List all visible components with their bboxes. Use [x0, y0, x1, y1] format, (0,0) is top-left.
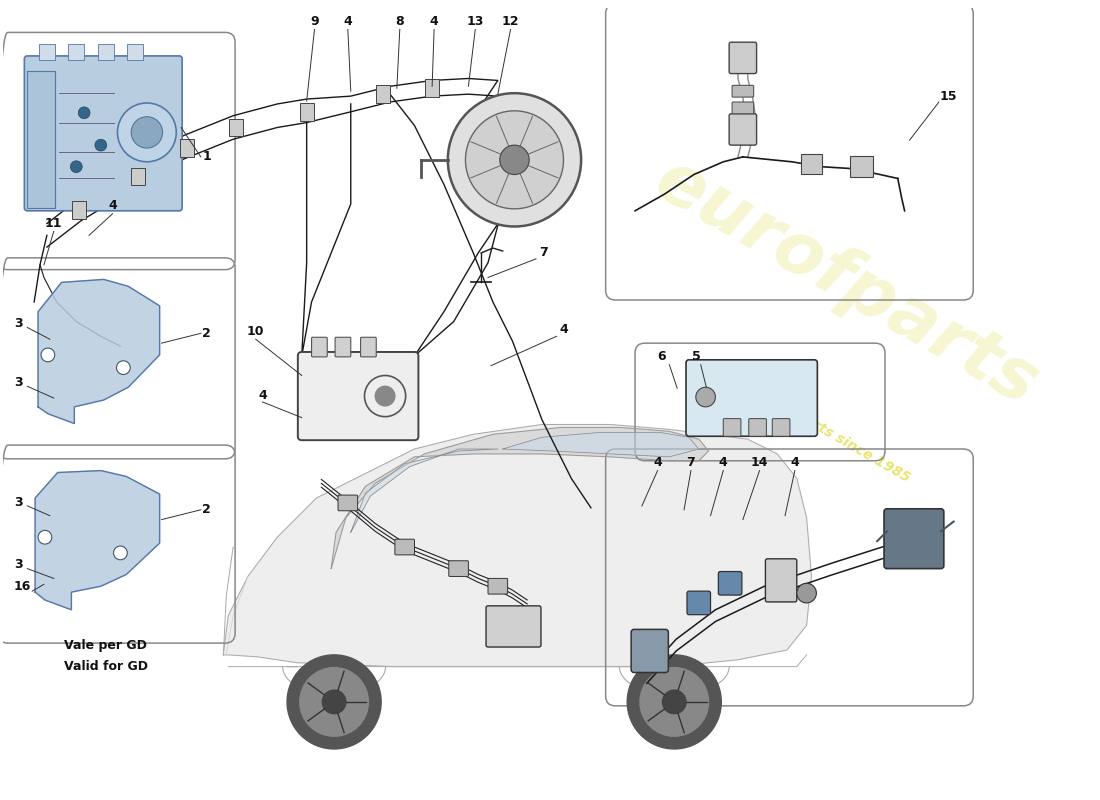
Text: eurofparts: eurofparts [642, 145, 1049, 420]
Text: 1: 1 [202, 150, 211, 163]
FancyBboxPatch shape [749, 418, 767, 436]
Text: 7: 7 [539, 246, 548, 259]
Circle shape [499, 145, 529, 174]
Text: 2: 2 [202, 503, 211, 516]
FancyBboxPatch shape [298, 352, 418, 440]
Circle shape [113, 546, 128, 560]
Text: 10: 10 [246, 325, 264, 338]
Polygon shape [503, 432, 698, 457]
Text: Vale per GD: Vale per GD [64, 638, 146, 651]
FancyBboxPatch shape [729, 42, 757, 74]
Polygon shape [331, 427, 708, 569]
Circle shape [131, 117, 163, 148]
Polygon shape [28, 70, 55, 208]
Text: 3: 3 [14, 376, 23, 389]
Text: 11: 11 [45, 217, 63, 230]
Polygon shape [351, 449, 498, 532]
FancyBboxPatch shape [849, 156, 873, 178]
Circle shape [465, 111, 563, 209]
FancyBboxPatch shape [361, 338, 376, 357]
Text: 9: 9 [310, 15, 319, 28]
FancyBboxPatch shape [884, 509, 944, 569]
FancyBboxPatch shape [24, 56, 183, 211]
Polygon shape [35, 470, 160, 610]
FancyBboxPatch shape [128, 44, 143, 60]
FancyBboxPatch shape [766, 559, 796, 602]
Circle shape [287, 655, 382, 749]
FancyBboxPatch shape [311, 338, 327, 357]
Text: 8: 8 [396, 15, 404, 28]
FancyBboxPatch shape [336, 338, 351, 357]
Text: a passion for parts since 1985: a passion for parts since 1985 [701, 354, 912, 485]
Circle shape [696, 387, 715, 407]
FancyBboxPatch shape [426, 79, 439, 97]
Text: 4: 4 [791, 456, 800, 470]
FancyBboxPatch shape [729, 114, 757, 145]
Circle shape [300, 668, 368, 736]
FancyBboxPatch shape [718, 571, 741, 595]
Text: 2: 2 [202, 327, 211, 340]
FancyBboxPatch shape [772, 418, 790, 436]
Text: Valid for GD: Valid for GD [64, 660, 147, 673]
FancyBboxPatch shape [300, 103, 313, 121]
Text: 7: 7 [686, 456, 695, 470]
Text: 12: 12 [502, 15, 519, 28]
FancyBboxPatch shape [449, 561, 469, 577]
FancyBboxPatch shape [73, 201, 86, 218]
Polygon shape [223, 425, 812, 666]
Text: 4: 4 [653, 456, 662, 470]
Circle shape [70, 161, 82, 173]
Circle shape [95, 139, 107, 151]
Circle shape [41, 348, 55, 362]
Text: 13: 13 [466, 15, 484, 28]
Circle shape [448, 93, 581, 226]
FancyBboxPatch shape [724, 418, 741, 436]
FancyBboxPatch shape [229, 118, 243, 136]
Circle shape [78, 107, 90, 118]
FancyBboxPatch shape [68, 44, 84, 60]
FancyBboxPatch shape [733, 102, 754, 114]
Text: 14: 14 [751, 456, 768, 470]
Circle shape [39, 530, 52, 544]
Circle shape [117, 361, 130, 374]
Circle shape [662, 690, 686, 714]
Text: 3: 3 [14, 317, 23, 330]
Text: 4: 4 [559, 323, 568, 336]
Text: 4: 4 [430, 15, 439, 28]
FancyBboxPatch shape [98, 44, 113, 60]
Circle shape [118, 103, 176, 162]
FancyBboxPatch shape [488, 578, 507, 594]
FancyBboxPatch shape [486, 606, 541, 647]
Text: 3: 3 [14, 558, 23, 571]
Text: 4: 4 [258, 389, 267, 402]
FancyBboxPatch shape [39, 44, 55, 60]
Circle shape [640, 668, 708, 736]
Text: 4: 4 [343, 15, 352, 28]
Circle shape [375, 386, 395, 406]
Circle shape [322, 690, 345, 714]
FancyBboxPatch shape [395, 539, 415, 555]
Text: 15: 15 [940, 90, 957, 102]
Text: 3: 3 [14, 497, 23, 510]
Polygon shape [39, 279, 160, 423]
FancyBboxPatch shape [631, 630, 669, 673]
Text: 16: 16 [13, 580, 31, 593]
FancyBboxPatch shape [131, 168, 145, 186]
FancyBboxPatch shape [801, 154, 823, 174]
Text: 5: 5 [692, 350, 701, 363]
FancyBboxPatch shape [733, 86, 754, 97]
Text: 4: 4 [719, 456, 727, 470]
Text: 4: 4 [108, 199, 117, 213]
Circle shape [796, 583, 816, 603]
Text: 6: 6 [657, 350, 665, 363]
FancyBboxPatch shape [686, 360, 817, 436]
Circle shape [627, 655, 722, 749]
FancyBboxPatch shape [338, 495, 358, 510]
FancyBboxPatch shape [180, 139, 194, 157]
FancyBboxPatch shape [376, 86, 390, 103]
FancyBboxPatch shape [688, 591, 711, 614]
